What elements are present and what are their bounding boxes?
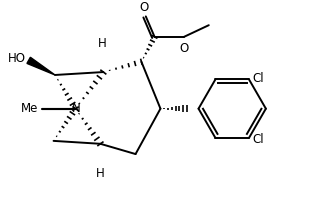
- Text: N: N: [72, 102, 80, 115]
- Text: H: H: [96, 167, 105, 180]
- Text: Cl: Cl: [252, 71, 264, 84]
- Polygon shape: [27, 57, 55, 75]
- Text: O: O: [140, 1, 149, 14]
- Text: O: O: [179, 42, 188, 55]
- Text: HO: HO: [8, 52, 26, 65]
- Text: H: H: [98, 37, 106, 50]
- Text: Cl: Cl: [252, 133, 264, 146]
- Text: Me: Me: [21, 102, 38, 115]
